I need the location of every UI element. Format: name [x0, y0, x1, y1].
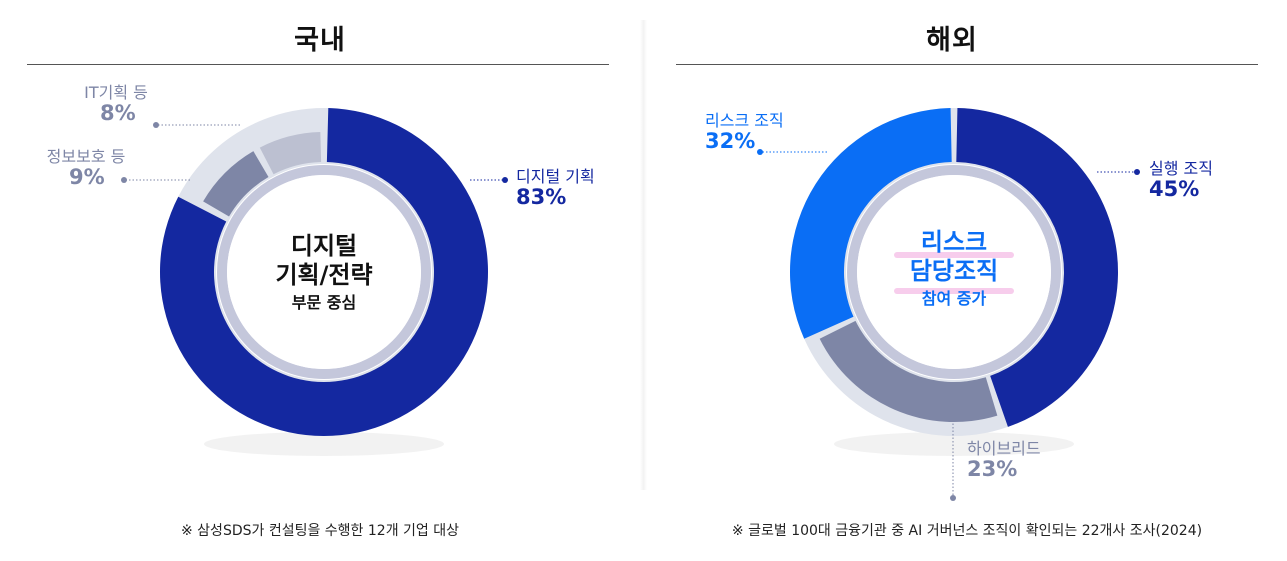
highlight-bar [894, 288, 1014, 294]
domestic-center-line1: 디지털 [290, 232, 358, 260]
domestic-center-line2: 기획/전략 [275, 260, 373, 289]
highlight-bar [894, 252, 1014, 258]
domestic-shadow [204, 432, 444, 456]
label-value: 9% [69, 164, 105, 189]
label-security: 정보보호 등 9% [41, 148, 131, 189]
overseas-shadow [834, 432, 1074, 456]
domestic-panel: 국내 디지털 기획/전략 부문 중심 디지털 기획 83% 정보보호 등 9% … [0, 0, 640, 561]
label-name: 하이브리드 [967, 439, 1041, 458]
overseas-panel: 해외 리스크 담당조직 참여 증가 실행 조직 45% 하이브리드 23% 리스… [647, 0, 1287, 561]
label-name: 리스크 조직 [705, 111, 784, 130]
label-risk-org: 리스크 조직 32% [705, 112, 784, 153]
hybrid-leader-dot [950, 495, 956, 501]
label-value: 32% [705, 128, 756, 153]
it-planning-leader-dot [153, 122, 159, 128]
label-value: 8% [100, 100, 136, 125]
domestic-center-line3: 부문 중심 [291, 292, 357, 312]
label-name: IT기획 등 [84, 83, 148, 102]
overseas-center-hole [857, 175, 1051, 369]
label-name: 정보보호 등 [46, 147, 126, 166]
label-name: 실행 조직 [1149, 159, 1213, 178]
overseas-title-rule [676, 64, 1258, 65]
domestic-center-label: 디지털 기획/전략 부문 중심 [234, 232, 414, 312]
label-name: 디지털 기획 [516, 167, 595, 186]
risk-org-leader-dot [757, 149, 763, 155]
overseas-donut-chart [757, 108, 1140, 501]
label-value: 83% [516, 184, 567, 209]
domestic-donut-chart [121, 108, 508, 456]
security-leader-dot [121, 177, 127, 183]
overseas-slice-execution-org [956, 108, 1118, 427]
label-value: 23% [967, 456, 1018, 481]
panel-divider [640, 20, 647, 490]
label-digital-planning: 디지털 기획 83% [516, 168, 595, 209]
domestic-center-hole [227, 175, 421, 369]
label-it-planning: IT기획 등 8% [76, 84, 156, 125]
label-execution-org: 실행 조직 45% [1149, 160, 1213, 201]
label-hybrid: 하이브리드 23% [967, 440, 1041, 481]
overseas-center-line1: 리스크 [920, 228, 988, 256]
overseas-slice-hybrid [819, 320, 998, 423]
overseas-center-line3: 참여 증가 [921, 288, 987, 308]
overseas-inner-ring [847, 165, 1061, 379]
domestic-inner-ring [217, 165, 431, 379]
domestic-footnote: ※ 삼성SDS가 컨설팅을 수행한 12개 기업 대상 [181, 523, 459, 539]
domestic-title: 국내 [294, 25, 346, 56]
label-value: 45% [1149, 176, 1200, 201]
overseas-title: 해외 [926, 25, 978, 56]
domestic-slice-digital-planning [160, 108, 488, 436]
overseas-slice-risk-org [790, 108, 952, 339]
overseas-footnote: ※ 글로벌 100대 금융기관 중 AI 거버넌스 조직이 확인되는 22개사 … [731, 523, 1203, 539]
domestic-slice-security [203, 151, 269, 217]
overseas-center-label: 리스크 담당조직 참여 증가 [864, 228, 1044, 308]
domestic-title-rule [27, 64, 609, 65]
digital-planning-leader-dot [502, 177, 508, 183]
overseas-center-line2: 담당조직 [909, 256, 999, 285]
domestic-slice-it-planning [259, 132, 322, 175]
execution-org-leader-dot [1134, 169, 1140, 175]
